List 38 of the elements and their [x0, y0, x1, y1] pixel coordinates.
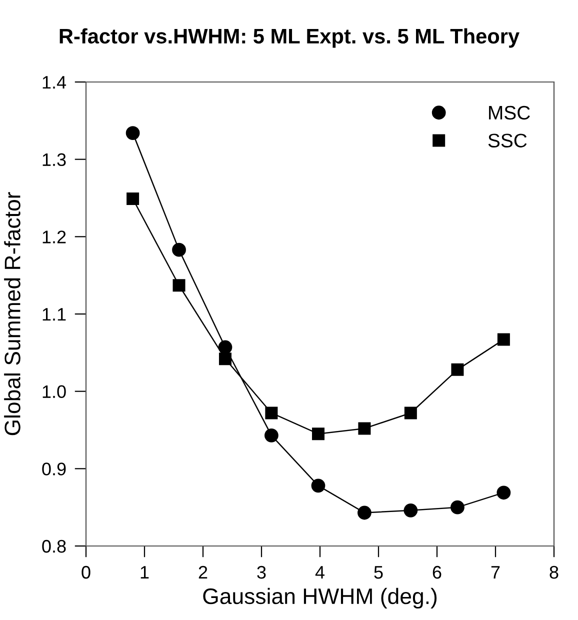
- y-axis-title: Global Summed R-factor: [4, 192, 20, 436]
- x-tick-label: 2: [198, 566, 208, 579]
- y-tick-label: 1.4: [42, 76, 66, 89]
- x-tick-label: 4: [315, 566, 324, 579]
- y-tick-label: 1.2: [42, 230, 66, 244]
- point: [404, 503, 418, 518]
- point: [312, 428, 324, 440]
- y-tick-label: 1.1: [42, 308, 66, 321]
- x-tick-label: 8: [550, 566, 558, 579]
- point: [265, 406, 278, 420]
- point: [126, 126, 140, 140]
- y-tick-label: 1.0: [42, 385, 66, 398]
- point: [497, 333, 510, 346]
- point: [451, 363, 464, 376]
- x-tick-label: 1: [140, 566, 149, 579]
- point: [126, 192, 140, 206]
- legend-label: MSC: [489, 106, 530, 120]
- point: [358, 422, 371, 435]
- x-tick-label: 5: [374, 566, 383, 579]
- x-tick-label: 7: [491, 566, 500, 579]
- point: [172, 242, 186, 257]
- point: [450, 500, 464, 514]
- legend-label: SSC: [488, 134, 527, 148]
- point: [218, 352, 232, 366]
- point: [172, 279, 186, 292]
- point: [264, 428, 278, 442]
- point: [496, 486, 511, 500]
- point: [358, 506, 372, 520]
- x-tick-label: 0: [82, 566, 90, 579]
- x-tick-label: 6: [432, 566, 442, 579]
- x-axis-title: Gaussian HWHM (deg.): [203, 588, 437, 609]
- y-tick-label: 1.3: [42, 153, 66, 166]
- y-tick-label: 0.8: [42, 540, 66, 553]
- chart-title: R-factor vs.HWHM: 5 ML Expt. vs. 5 ML Theory: [60, 28, 520, 48]
- point: [404, 406, 417, 420]
- point: [311, 478, 326, 493]
- y-tick-label: 0.9: [42, 462, 66, 476]
- x-tick-label: 3: [257, 566, 266, 579]
